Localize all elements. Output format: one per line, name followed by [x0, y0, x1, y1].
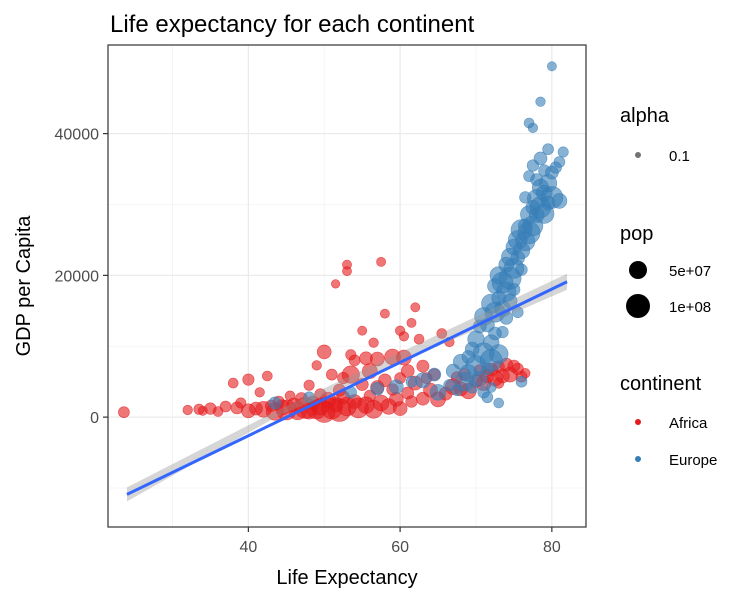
point-europe [429, 384, 447, 401]
point-africa [405, 395, 418, 408]
point-africa [219, 400, 232, 413]
legend-pop-label-small: 5e+07 [669, 263, 711, 280]
x-tick-label: 40 [239, 539, 257, 556]
point-africa [311, 360, 322, 371]
legend-continent-label-africa: Africa [669, 415, 708, 432]
legend-alpha: alpha 0.1 [620, 105, 690, 165]
point-africa [369, 351, 385, 367]
y-tick-label: 0 [90, 410, 99, 427]
legend-continent-key-africa [635, 419, 641, 425]
x-tick-label: 80 [543, 539, 561, 556]
point-africa [118, 406, 130, 419]
plot-panel [107, 44, 587, 528]
point-europe [471, 371, 488, 387]
point-africa [242, 373, 255, 386]
point-europe [496, 326, 509, 339]
y-axis-title: GDP per Capita [13, 215, 35, 357]
point-europe [533, 151, 548, 166]
point-europe [515, 375, 528, 388]
point-europe [542, 143, 554, 155]
point-africa [398, 331, 410, 342]
point-europe [553, 156, 566, 168]
legend-continent: continent Africa Europe [620, 373, 717, 469]
trend-ribbon [126, 273, 568, 502]
point-europe [388, 379, 404, 395]
legend: alpha 0.1 pop 5e+07 1e+08 continent Afri… [620, 105, 717, 469]
point-africa [413, 333, 425, 345]
point-africa [436, 328, 448, 339]
legend-alpha-title: alpha [620, 105, 670, 127]
points-layer [118, 61, 569, 423]
legend-pop-title: pop [620, 223, 653, 245]
point-africa [376, 256, 386, 267]
point-europe [551, 193, 568, 209]
point-africa [392, 401, 408, 416]
legend-alpha-label: 0.1 [669, 148, 690, 165]
point-africa [378, 373, 392, 387]
point-europe [547, 61, 557, 72]
point-africa [341, 365, 360, 384]
point-africa [261, 370, 273, 382]
x-axis-title: Life Expectancy [276, 567, 417, 589]
trend-line [126, 280, 568, 496]
point-europe [515, 263, 528, 276]
point-europe [303, 391, 315, 404]
y-axis: 0 20000 40000 [55, 127, 108, 427]
point-africa [182, 404, 193, 416]
point-europe [493, 397, 505, 409]
point-africa [254, 387, 265, 398]
point-europe [268, 396, 282, 410]
legend-alpha-key [635, 152, 641, 158]
point-africa [406, 317, 417, 328]
legend-continent-key-europe [635, 456, 641, 462]
plot-border [107, 44, 587, 528]
point-europe [527, 122, 539, 133]
point-europe [370, 381, 385, 396]
legend-pop-key-small [629, 261, 647, 279]
point-africa [410, 302, 421, 313]
point-africa [227, 377, 239, 389]
y-tick-label: 40000 [55, 127, 100, 144]
point-africa [348, 354, 361, 367]
point-europe [485, 382, 497, 393]
legend-pop-key-large [626, 294, 650, 318]
chart-title: Life expectancy for each continent [110, 11, 475, 38]
legend-continent-title: continent [620, 373, 702, 395]
legend-continent-label-europe: Europe [669, 452, 717, 469]
point-africa [357, 325, 368, 336]
point-africa [316, 344, 332, 360]
x-tick-label: 60 [391, 539, 409, 556]
point-europe [427, 367, 442, 382]
legend-pop: pop 5e+07 1e+08 [620, 223, 711, 318]
point-africa [331, 279, 341, 289]
point-africa [368, 337, 379, 348]
x-axis: 40 60 80 [239, 527, 561, 556]
point-africa [342, 259, 352, 270]
point-europe [507, 283, 521, 296]
y-tick-label: 20000 [55, 268, 100, 285]
point-africa [325, 368, 338, 381]
point-europe [535, 96, 546, 107]
point-africa [416, 359, 430, 373]
point-africa [303, 379, 315, 391]
point-europe [415, 372, 431, 389]
trend-layer [126, 273, 568, 502]
point-africa [379, 308, 390, 319]
point-africa [400, 364, 415, 378]
point-europe [489, 344, 509, 364]
point-europe [557, 146, 569, 158]
legend-pop-label-large: 1e+08 [669, 299, 711, 316]
